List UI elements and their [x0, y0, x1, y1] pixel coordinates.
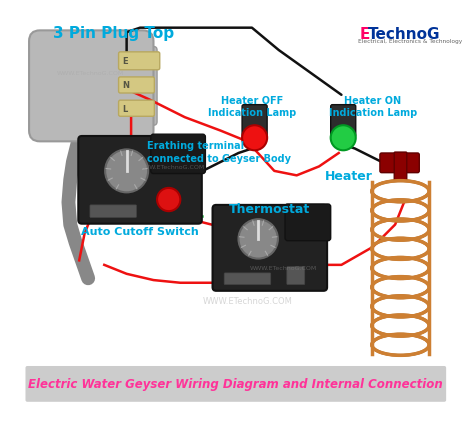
Text: WWW.ETechnoG.COM: WWW.ETechnoG.COM — [202, 296, 292, 305]
FancyBboxPatch shape — [118, 53, 160, 71]
FancyBboxPatch shape — [118, 101, 155, 117]
FancyBboxPatch shape — [78, 137, 202, 224]
Circle shape — [105, 150, 148, 193]
Text: WWW.ETechnoG.COM: WWW.ETechnoG.COM — [57, 71, 125, 76]
FancyBboxPatch shape — [118, 78, 155, 94]
Text: Thermostat: Thermostat — [229, 203, 310, 216]
FancyBboxPatch shape — [90, 205, 137, 218]
Circle shape — [331, 126, 356, 151]
Text: WWW.ETechnoG.COM: WWW.ETechnoG.COM — [138, 164, 205, 170]
Text: Heater ON
Indication Lamp: Heater ON Indication Lamp — [328, 95, 417, 118]
Text: E: E — [122, 57, 128, 66]
Text: Heater OFF
Indication Lamp: Heater OFF Indication Lamp — [208, 95, 296, 118]
Circle shape — [157, 188, 180, 212]
Text: Erathing terminal
connected to Geyser Body: Erathing terminal connected to Geyser Bo… — [147, 140, 291, 164]
Text: TechnoG: TechnoG — [368, 27, 441, 42]
FancyBboxPatch shape — [394, 153, 407, 181]
FancyBboxPatch shape — [212, 205, 327, 291]
Text: Auto Cutoff Switch: Auto Cutoff Switch — [81, 227, 199, 237]
FancyBboxPatch shape — [224, 273, 271, 285]
FancyBboxPatch shape — [331, 105, 356, 138]
FancyBboxPatch shape — [285, 204, 331, 241]
Text: 3 Pin Plug Top: 3 Pin Plug Top — [53, 26, 174, 41]
FancyBboxPatch shape — [242, 105, 267, 138]
Text: E: E — [359, 27, 370, 42]
Text: N: N — [122, 81, 129, 90]
FancyBboxPatch shape — [380, 154, 419, 173]
Circle shape — [238, 220, 278, 259]
Text: L: L — [122, 104, 128, 113]
Text: WWW.ETechnoG.COM: WWW.ETechnoG.COM — [250, 265, 317, 271]
FancyBboxPatch shape — [114, 47, 157, 126]
Text: Heater: Heater — [325, 170, 373, 182]
FancyBboxPatch shape — [29, 31, 154, 142]
FancyBboxPatch shape — [287, 267, 305, 285]
Text: Electrical, Electronics & Technology: Electrical, Electronics & Technology — [358, 38, 463, 43]
Circle shape — [242, 126, 267, 151]
FancyBboxPatch shape — [151, 135, 205, 174]
Text: Electric Water Geyser Wiring Diagram and Internal Connection: Electric Water Geyser Wiring Diagram and… — [28, 377, 443, 391]
FancyBboxPatch shape — [26, 366, 446, 402]
